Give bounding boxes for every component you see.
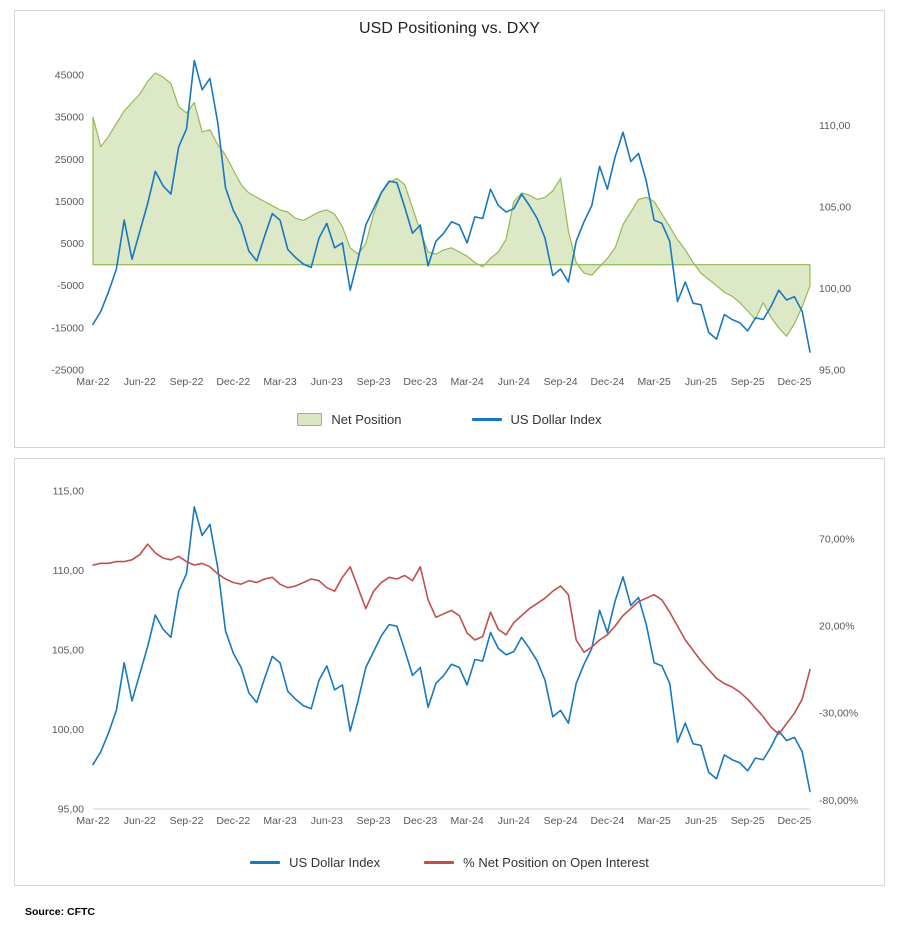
x-axis-tick-label: Sep-22 [170, 815, 204, 827]
x-axis-tick-label: Mar-22 [76, 376, 109, 388]
us-dollar-index-line-swatch [471, 418, 502, 421]
left-axis-tick-label: 115,00 [53, 486, 84, 498]
x-axis-tick-label: Dec-24 [590, 815, 624, 827]
x-axis-tick-label: Sep-25 [731, 376, 765, 388]
x-axis-tick-label: Sep-24 [544, 815, 578, 827]
chart-title: USD Positioning vs. DXY [358, 20, 541, 37]
left-axis-tick-label: 110,00 [53, 565, 84, 577]
us-dollar-index-line-swatch-2 [250, 861, 281, 864]
x-axis-tick-label: Mar-22 [76, 815, 109, 827]
x-axis-tick-label: Dec-23 [403, 376, 437, 388]
left-axis-tick-label: 45000 [55, 70, 84, 82]
right-axis-tick-label: 95,00 [819, 365, 845, 377]
legend-label-pct-net-position: % Net Position on Open Interest [463, 855, 649, 870]
x-axis-tick-label: Jun-22 [124, 815, 156, 827]
x-axis-tick-label: Jun-23 [311, 376, 343, 388]
left-axis-tick-label: 25000 [55, 154, 84, 166]
x-axis-tick-label: Sep-23 [357, 376, 391, 388]
x-axis-tick-label: Dec-22 [216, 376, 250, 388]
left-axis-tick-label: -15000 [51, 322, 84, 334]
x-axis-tick-label: Mar-24 [450, 815, 483, 827]
x-axis-tick-label: Sep-23 [357, 815, 391, 827]
legend-label-net-position: Net Position [331, 412, 402, 427]
x-axis-tick-label: Mar-23 [263, 376, 296, 388]
net-position-area-swatch [297, 413, 323, 426]
left-axis-tick-label: -25000 [51, 365, 84, 377]
x-axis-tick-label: Jun-25 [685, 815, 717, 827]
bottom-chart-panel: 115,00 110,00 105,00 100,00 95,00 70,00% 20,00… [14, 458, 885, 886]
x-axis-tick-label: Jun-22 [124, 376, 156, 388]
right-axis-tick-label: -80,00% [819, 795, 858, 807]
legend-item-net-position: Net Position [297, 412, 402, 427]
net-position-on-open-interest-line [92, 543, 811, 735]
us-dollar-index-line [92, 59, 811, 353]
legend-item-us-dollar-index: US Dollar Index [471, 412, 602, 427]
top-chart-panel: USD Positioning vs. DXY 45000 35000 25000 1… [14, 10, 885, 448]
left-axis-tick-label: 95,00 [58, 804, 84, 816]
net-position-area [92, 72, 811, 337]
x-axis-tick-label: Sep-24 [544, 376, 578, 388]
us-dollar-index-line [92, 506, 811, 793]
right-axis-tick-label: 70,00% [819, 533, 855, 545]
bottom-chart-canvas: 115,00 110,00 105,00 100,00 95,00 70,00% 20,00… [52, 486, 858, 828]
left-axis-tick-label: 5000 [61, 238, 85, 250]
x-axis-tick-label: Mar-25 [637, 376, 670, 388]
right-axis-tick-label: -30,00% [819, 708, 858, 720]
legend-item-pct-net-position: % Net Position on Open Interest [424, 855, 649, 870]
left-axis-tick-label: 35000 [55, 112, 84, 124]
x-axis-tick-label: Dec-23 [403, 815, 437, 827]
x-axis-tick-label: Mar-24 [450, 376, 483, 388]
x-axis-tick-label: Dec-22 [216, 815, 250, 827]
x-axis-tick-label: Jun-23 [311, 815, 343, 827]
right-axis-tick-label: 20,00% [819, 621, 855, 633]
x-axis-tick-label: Dec-24 [590, 376, 624, 388]
left-axis-tick-label: -5000 [57, 280, 84, 292]
pct-net-position-line-swatch [424, 861, 455, 864]
legend-label-us-dollar-index-2: US Dollar Index [289, 855, 381, 870]
top-chart-canvas: 45000 35000 25000 15000 5000 -5000 -15000 -2500… [51, 59, 851, 388]
right-axis-tick-label: 105,00 [819, 202, 851, 214]
bottom-chart-legend: US Dollar Index % Net Position on Open I… [15, 855, 884, 870]
left-axis-tick-label: 105,00 [52, 645, 84, 657]
left-axis-tick-label: 100,00 [52, 724, 84, 736]
source-note: Source: CFTC [25, 906, 96, 918]
x-axis-tick-label: Mar-25 [637, 815, 670, 827]
top-chart-legend: Net Position US Dollar Index [15, 412, 884, 427]
x-axis-tick-label: Sep-22 [170, 376, 204, 388]
x-axis-tick-label: Sep-25 [731, 815, 765, 827]
x-axis-tick-label: Jun-25 [685, 376, 717, 388]
x-axis-tick-label: Mar-23 [263, 815, 296, 827]
right-axis-tick-label: 110,00 [819, 120, 850, 132]
legend-item-us-dollar-index-2: US Dollar Index [250, 855, 380, 870]
legend-label-us-dollar-index: US Dollar Index [510, 412, 602, 427]
x-axis-tick-label: Jun-24 [498, 815, 530, 827]
right-axis-tick-label: 100,00 [819, 283, 851, 295]
x-axis-tick-label: Dec-25 [777, 815, 811, 827]
left-axis-tick-label: 15000 [55, 196, 84, 208]
x-axis-tick-label: Jun-24 [498, 376, 530, 388]
x-axis-tick-label: Dec-25 [777, 376, 811, 388]
